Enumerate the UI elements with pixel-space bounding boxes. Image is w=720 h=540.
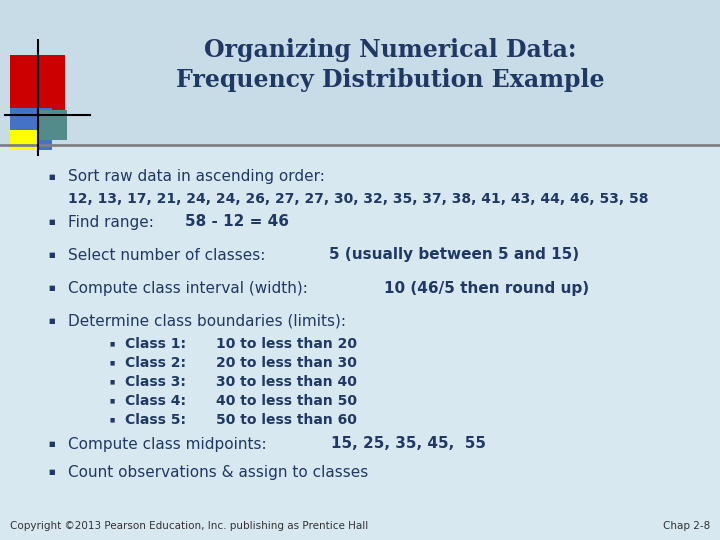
Text: ■: ■ [110,417,115,422]
Text: Chap 2-8: Chap 2-8 [662,521,710,531]
Text: 12, 13, 17, 21, 24, 24, 26, 27, 27, 30, 32, 35, 37, 38, 41, 43, 44, 46, 53, 58: 12, 13, 17, 21, 24, 24, 26, 27, 27, 30, … [68,192,649,206]
Text: ■: ■ [48,441,55,447]
Text: ■: ■ [110,361,115,366]
Text: 10 to less than 20: 10 to less than 20 [216,337,357,351]
Text: Class 1:: Class 1: [125,337,196,351]
Text: 20 to less than 30: 20 to less than 30 [216,356,357,370]
Text: Class 5:: Class 5: [125,413,196,427]
Text: Count observations & assign to classes: Count observations & assign to classes [68,464,368,480]
Text: Class 4:: Class 4: [125,394,196,408]
Text: ■: ■ [110,380,115,384]
Text: ■: ■ [48,174,55,180]
Text: Select number of classes:: Select number of classes: [68,247,270,262]
Text: 30 to less than 40: 30 to less than 40 [216,375,357,389]
Text: Class 2:: Class 2: [125,356,196,370]
Text: Copyright ©2013 Pearson Education, Inc. publishing as Prentice Hall: Copyright ©2013 Pearson Education, Inc. … [10,521,368,531]
Text: Class 3:: Class 3: [125,375,196,389]
Text: 15, 25, 35, 45,  55: 15, 25, 35, 45, 55 [330,436,485,451]
Text: 40 to less than 50: 40 to less than 50 [216,394,357,408]
Text: 10 (46/5 then round up): 10 (46/5 then round up) [384,280,589,295]
Bar [0,145,720,540]
Bar [37,110,67,140]
Bar [0,0,720,145]
Text: 5 (usually between 5 and 15): 5 (usually between 5 and 15) [329,247,579,262]
Text: ■: ■ [48,219,55,225]
Bar [10,55,65,110]
Text: Organizing Numerical Data:: Organizing Numerical Data: [204,38,576,62]
Text: ■: ■ [48,318,55,324]
Text: ■: ■ [110,399,115,403]
Text: Determine class boundaries (limits):: Determine class boundaries (limits): [68,314,346,328]
Text: ■: ■ [48,285,55,291]
Bar [10,130,38,150]
Text: ■: ■ [48,469,55,475]
Text: Find range:: Find range: [68,214,158,230]
Bar [10,108,52,150]
Text: Compute class interval (width):: Compute class interval (width): [68,280,312,295]
Text: 58 - 12 = 46: 58 - 12 = 46 [185,214,289,230]
Text: 50 to less than 60: 50 to less than 60 [216,413,357,427]
Text: Sort raw data in ascending order:: Sort raw data in ascending order: [68,170,325,185]
Text: ■: ■ [110,341,115,347]
Text: ■: ■ [48,252,55,258]
Text: Compute class midpoints:: Compute class midpoints: [68,436,271,451]
Text: Frequency Distribution Example: Frequency Distribution Example [176,68,604,92]
